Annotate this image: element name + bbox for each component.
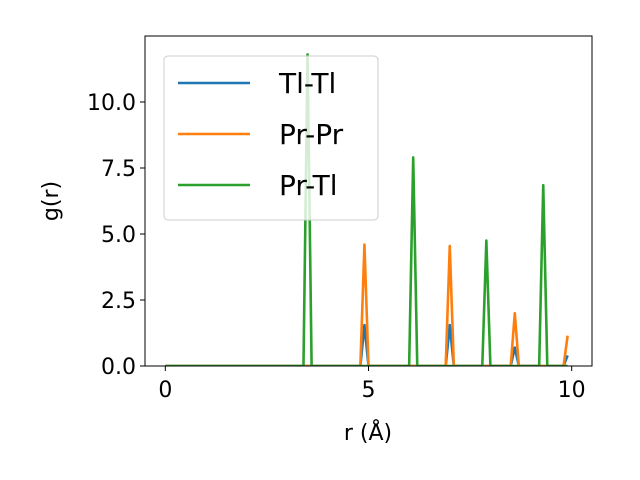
legend-box <box>163 55 379 221</box>
x-tick-label: 0 <box>158 378 172 403</box>
legend-label-tl-tl: Tl-Tl <box>278 67 336 100</box>
y-tick-label: 2.5 <box>101 289 136 314</box>
y-axis: 0.0 2.5 5.0 7.5 10.0 <box>87 91 145 380</box>
series-line-pr-pr <box>165 243 569 366</box>
legend: Tl-Tl Pr-Pr Pr-Tl <box>163 55 379 221</box>
x-tick-label: 5 <box>362 378 376 403</box>
y-axis-label: g(r) <box>39 181 64 221</box>
y-tick-label: 5.0 <box>101 223 136 248</box>
y-tick-label: 0.0 <box>101 355 136 380</box>
x-tick-label: 10 <box>558 378 586 403</box>
legend-label-pr-pr: Pr-Pr <box>279 118 344 151</box>
y-tick-label: 10.0 <box>87 91 136 116</box>
y-tick-label: 7.5 <box>101 157 136 182</box>
legend-label-pr-tl: Pr-Tl <box>279 169 338 202</box>
x-axis-label: r (Å) <box>344 419 392 446</box>
series-line-tl-tl <box>165 323 569 366</box>
x-axis: 0 5 10 <box>158 366 586 403</box>
